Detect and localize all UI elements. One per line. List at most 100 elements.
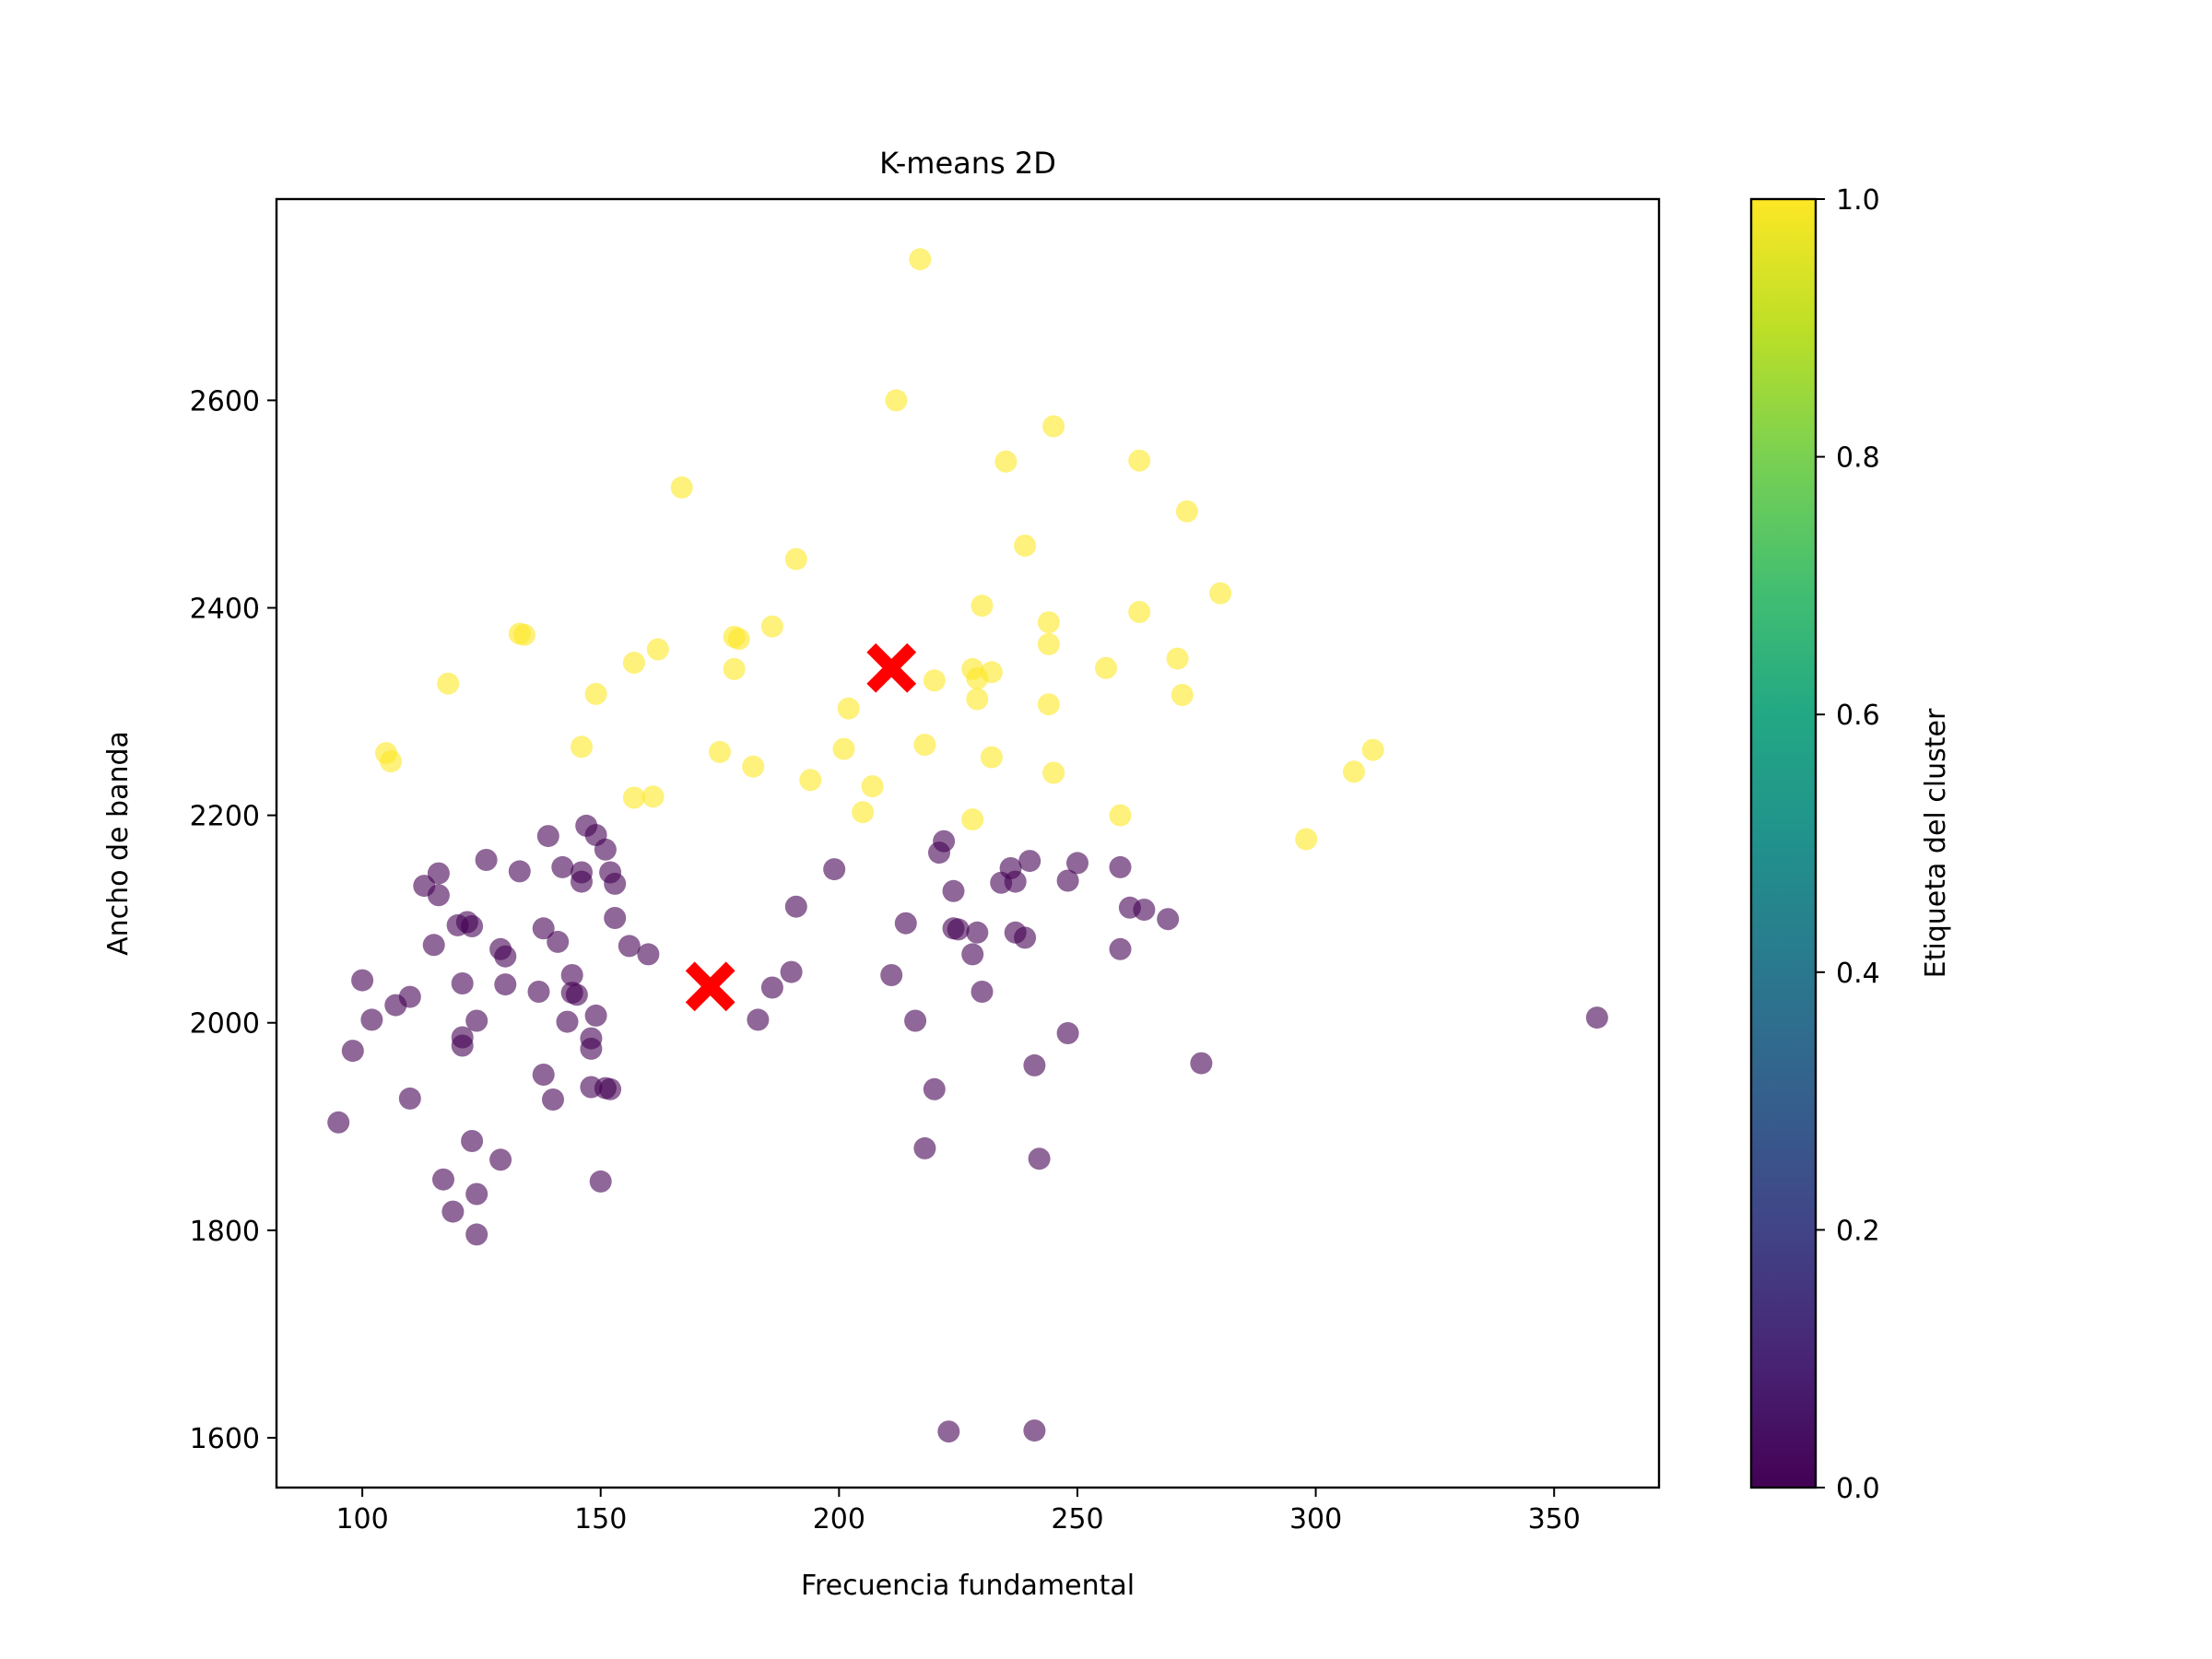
colorbar-tick-label: 1.0 [1836, 184, 1880, 217]
cluster-0-point [760, 976, 783, 999]
cluster-0-point [1023, 1419, 1046, 1442]
cluster-0-point [604, 872, 627, 895]
x-axis-label: Frecuencia fundamental [801, 1570, 1135, 1602]
cluster-0-point [465, 1182, 488, 1206]
cluster-0-point [637, 943, 660, 966]
cluster-0-point [961, 943, 984, 966]
cluster-0-point [747, 1008, 770, 1031]
colorbar-tick-label: 0.6 [1836, 700, 1880, 732]
cluster-0-point [432, 1168, 454, 1191]
cluster-1-point [1037, 632, 1060, 655]
y-tick-label: 2400 [190, 593, 260, 625]
plot-area [276, 199, 1659, 1488]
x-tick-label: 150 [574, 1503, 627, 1535]
cluster-0-point [451, 1034, 474, 1057]
colorbar-tick-label: 0.4 [1836, 958, 1880, 990]
cluster-1-point [1343, 760, 1365, 783]
x-tick-label: 250 [1051, 1503, 1103, 1535]
cluster-1-point [1175, 500, 1198, 523]
cluster-0-point [475, 849, 498, 871]
cluster-0-point [1014, 926, 1037, 949]
x-tick-label: 350 [1528, 1503, 1581, 1535]
cluster-1-point [923, 669, 946, 692]
cluster-0-point [894, 912, 917, 935]
cluster-0-point [904, 1009, 927, 1032]
cluster-1-point [784, 547, 807, 571]
cluster-0-point [461, 1130, 484, 1152]
cluster-1-point [1361, 738, 1384, 761]
cluster-0-point [351, 969, 374, 992]
cluster-1-point [1042, 415, 1065, 438]
cluster-1-point [437, 672, 460, 695]
cluster-0-point [465, 1009, 488, 1032]
cluster-1-point [584, 682, 607, 705]
cluster-0-point [536, 825, 559, 848]
cluster-0-point [580, 1037, 603, 1060]
cluster-1-point [1042, 761, 1065, 784]
cluster-1-point [799, 769, 822, 792]
cluster-0-point [556, 1010, 579, 1033]
cluster-0-point [1157, 908, 1180, 931]
cluster-0-point [1190, 1052, 1213, 1075]
cluster-0-point [604, 907, 627, 929]
cluster-0-point [532, 917, 555, 940]
cluster-1-point [852, 801, 875, 824]
x-tick-label: 200 [813, 1503, 865, 1535]
cluster-0-point [494, 973, 517, 996]
cluster-0-point [947, 918, 970, 941]
plot-frame [275, 197, 1661, 1489]
cluster-1-point [1209, 582, 1232, 605]
cluster-0-point [565, 983, 588, 1006]
colorbar-ticks: 0.0 0.2 0.4 0.6 0.8 1.0 [1816, 184, 1880, 1505]
cluster-1-point [760, 615, 783, 638]
cluster-1-point [1109, 804, 1132, 827]
cluster-0-point [494, 945, 517, 968]
cluster-0-point [427, 884, 450, 907]
cluster-1-point [727, 628, 750, 651]
colorbar-label: Etiqueta del cluster [1920, 708, 1952, 978]
cluster-0-point [589, 1170, 612, 1193]
cluster-1-point [971, 594, 994, 618]
cluster-0-point [594, 838, 617, 861]
cluster-1-point [861, 775, 884, 798]
cluster-1-point [909, 248, 932, 271]
cluster-0-point [1028, 1147, 1051, 1171]
cluster-1-point [1095, 656, 1117, 679]
centroid-marker [866, 642, 917, 693]
cluster-0-point [942, 879, 965, 902]
cluster-0-point [1018, 850, 1041, 873]
cluster-0-point [508, 860, 531, 883]
cluster-0-point [823, 858, 846, 881]
cluster-0-point [398, 985, 421, 1008]
cluster-0-point [1004, 870, 1027, 893]
cluster-0-point [532, 1064, 555, 1086]
y-axis-label: Ancho de banda [102, 731, 135, 956]
cluster-1-point [994, 450, 1018, 473]
cluster-0-point [341, 1040, 364, 1063]
cluster-0-point [542, 1088, 564, 1111]
cluster-0-point [923, 1077, 946, 1100]
cluster-0-point [489, 1148, 512, 1171]
cluster-0-point [560, 964, 583, 986]
cluster-0-point [966, 921, 989, 944]
cluster-0-point [398, 1087, 421, 1110]
cluster-1-point [641, 785, 665, 808]
cluster-0-point [1056, 1022, 1079, 1044]
colorbar-tick-label: 0.0 [1836, 1473, 1880, 1505]
cluster-1-point [1295, 828, 1318, 851]
cluster-1-point [966, 688, 989, 711]
cluster-1-point [622, 652, 645, 675]
colorbar-tick-label: 0.8 [1836, 442, 1880, 475]
y-tick-label: 1600 [190, 1423, 260, 1455]
cluster-1-point [832, 737, 855, 760]
cluster-0-point [527, 981, 550, 1003]
x-tick-label: 300 [1289, 1503, 1342, 1535]
x-tick-label: 100 [335, 1503, 388, 1535]
cluster-1-point [1037, 611, 1060, 634]
cluster-0-point [571, 870, 593, 893]
y-axis-ticks: 1600 1800 2000 2200 2400 2600 [190, 385, 276, 1455]
cluster-1-point [1128, 449, 1151, 472]
y-tick-label: 1800 [190, 1216, 260, 1248]
cluster-0-point [1066, 852, 1088, 875]
cluster-0-point [547, 930, 570, 953]
